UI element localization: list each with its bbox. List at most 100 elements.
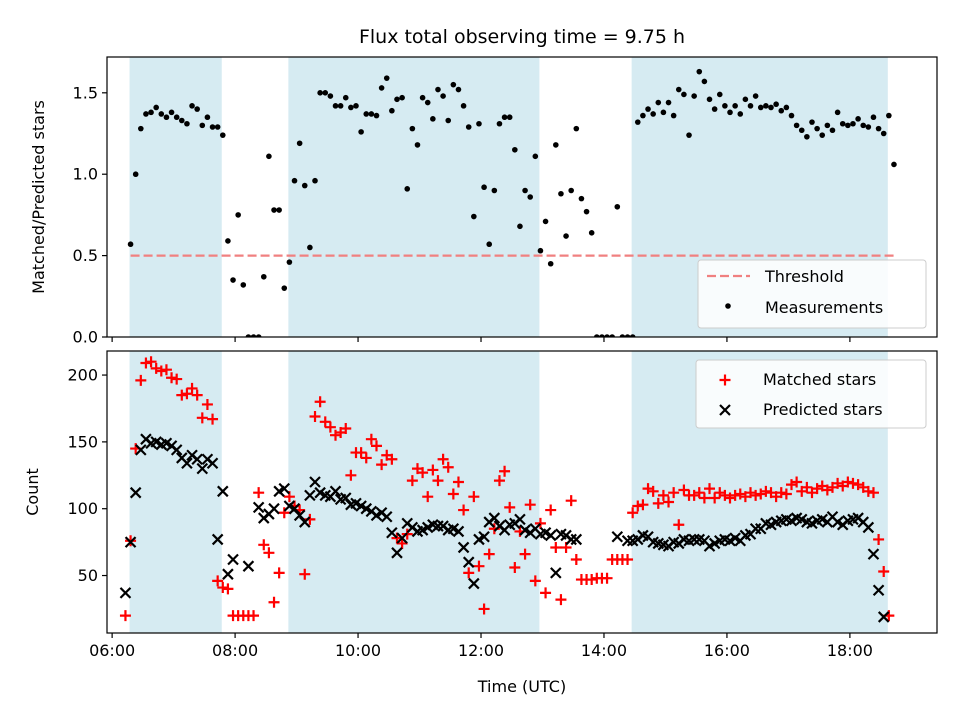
point-0-0-120 [742,96,749,103]
point-1-1-34 [309,476,321,488]
point-1-0-62 [437,453,449,465]
y-tick-label-0-0: 0.0 [73,328,98,347]
point-0-0-117 [727,109,733,116]
point-0-0-48 [373,112,380,119]
x-tick-label-4: 14:00 [581,641,627,660]
point-0-0-138 [834,109,841,116]
point-0-0-56 [414,142,421,148]
point-0-0-100 [640,112,646,119]
point-1-0-27 [258,539,270,551]
point-0-0-31 [286,259,293,265]
point-1-0-146 [867,487,879,499]
point-1-1-67 [478,530,490,543]
point-0-0-59 [430,116,436,122]
point-0-0-98 [629,334,636,337]
point-0-0-90 [588,230,595,236]
point-1-1-74 [514,513,526,526]
point-1-0-49 [370,440,382,452]
point-0-0-91 [594,334,600,337]
point-0-0-20 [230,277,236,283]
x-tick-label-3: 12:00 [458,641,504,660]
point-0-0-51 [389,107,395,114]
point-0-0-38 [322,90,329,96]
point-0-0-118 [732,103,738,109]
point-1-1-3 [135,444,147,456]
point-1-0-29 [268,596,280,608]
point-1-1-18 [211,533,224,546]
point-0-0-27 [266,153,272,160]
point-0-0-74 [506,114,513,121]
point-0-0-29 [276,207,282,213]
point-1-1-22 [242,560,255,572]
point-1-0-10 [171,373,183,385]
point-0-0-89 [583,208,590,215]
observing-window-0-1 [288,57,540,337]
point-1-1-63 [457,541,470,554]
point-0-0-99 [634,119,641,125]
point-0-0-144 [865,124,872,130]
point-1-0-64 [447,488,459,500]
point-1-0-65 [452,476,464,488]
point-1-0-59 [422,491,434,503]
point-0-0-123 [757,104,764,111]
point-1-0-81 [534,517,546,529]
point-1-1-0 [119,587,132,599]
panel-1-frame [106,350,938,634]
point-0-0-13 [194,106,200,112]
point-1-0-11 [176,389,188,401]
point-0-0-149 [891,161,897,168]
point-1-1-137 [877,611,890,623]
point-0-0-142 [855,116,861,122]
point-1-0-52 [386,453,398,465]
observing-windows [129,57,888,633]
point-0-0-67 [471,213,477,220]
point-1-1-136 [872,584,885,597]
point-0-0-21 [235,212,241,218]
point-0-0-97 [624,334,631,337]
point-1-1-17 [206,457,219,470]
point-0-0-128 [783,104,790,111]
point-0-0-55 [409,125,416,132]
point-1-0-18 [212,575,224,587]
point-1-0-39 [319,416,331,428]
point-0-0-46 [363,111,370,117]
point-1-0-141 [842,476,854,488]
point-1-1-65 [468,577,480,590]
point-0-0-79 [532,153,539,160]
point-1-0-133 [801,481,813,493]
series-0-0 [127,68,897,337]
point-0-0-10 [179,117,185,124]
point-0-0-60 [435,86,441,93]
panel-0-marks [127,68,897,337]
point-0-0-7 [163,114,170,121]
point-1-1-14 [191,453,203,466]
point-0-0-77 [522,187,528,194]
point-0-0-14 [199,122,206,129]
chart-title: Flux total observing time = 9.75 h [359,26,685,48]
point-1-1-1 [124,536,137,548]
point-0-0-9 [173,114,180,121]
point-0-0-34 [301,182,308,189]
point-1-1-30 [288,502,301,515]
point-1-0-104 [652,497,664,509]
point-1-0-98 [622,553,634,565]
point-0-0-95 [614,203,621,210]
point-1-0-145 [862,485,874,497]
point-1-1-10 [170,444,183,456]
point-0-0-88 [578,195,585,202]
y-tick-label-0-1: 0.5 [73,246,98,265]
point-1-0-147 [873,533,885,545]
point-0-0-58 [424,99,431,106]
point-0-0-72 [496,120,503,127]
point-1-0-107 [668,487,680,499]
point-0-0-73 [501,114,508,121]
point-1-0-68 [468,491,480,503]
legend-measurements-swatch [725,303,731,309]
point-1-0-4 [140,357,152,369]
point-1-0-128 [775,487,787,499]
point-1-0-12 [181,388,193,400]
point-0-0-87 [573,125,580,132]
point-1-0-112 [693,487,705,499]
point-1-1-26 [268,502,280,515]
